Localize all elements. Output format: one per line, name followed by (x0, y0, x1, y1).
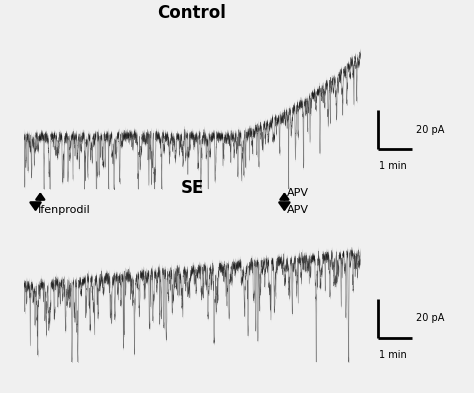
Text: 1 min: 1 min (380, 350, 407, 360)
Text: 1 min: 1 min (380, 161, 407, 171)
Text: Ifenprodil: Ifenprodil (38, 205, 91, 215)
Text: Control: Control (157, 4, 227, 22)
Text: APV: APV (287, 205, 309, 215)
Text: 20 pA: 20 pA (416, 313, 445, 323)
Text: APV: APV (287, 189, 309, 198)
Text: 20 pA: 20 pA (416, 125, 445, 135)
Text: SE: SE (180, 179, 204, 197)
